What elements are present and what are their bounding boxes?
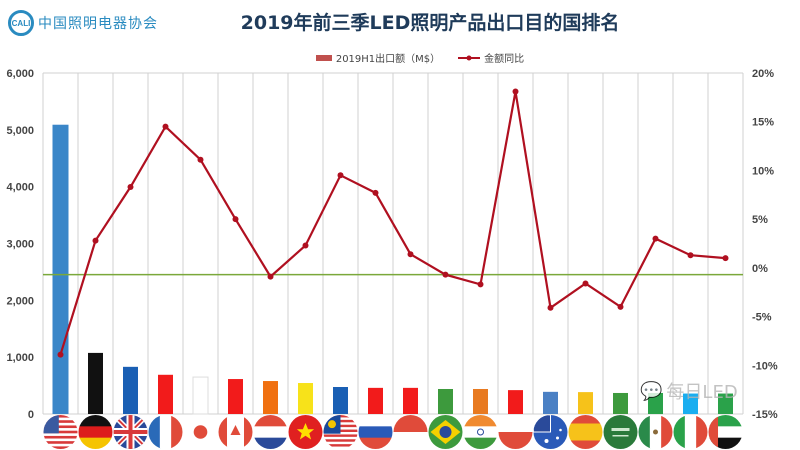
yoy-point [92,237,99,244]
yoy-point [547,304,554,311]
left-tick-label: 6,000 [6,68,34,80]
mexico-flag-icon [638,415,673,449]
germany-flag-icon [78,415,113,449]
yoy-point [162,123,169,130]
australia-flag-icon [533,415,568,449]
bar [228,379,243,414]
yoy-point [617,303,624,310]
yoy-point [372,189,379,196]
bar [52,124,69,415]
saudi-arabia-flag-icon [603,415,638,449]
us-flag-icon [43,415,78,449]
yoy-point [477,281,484,288]
bar [613,392,628,414]
legend: 2019H1出口额（M$） 金额同比 [0,50,800,65]
yoy-point [337,172,344,179]
left-tick-label: 4,000 [6,182,34,194]
right-tick-label: -10% [752,360,778,372]
watermark: 💬 每日LED [640,380,738,404]
left-tick-label: 3,000 [6,239,34,251]
india-flag-icon [463,415,498,449]
right-tick-label: 5% [752,214,768,226]
yoy-point [652,235,659,242]
right-tick-label: 20% [752,68,774,80]
bar [403,387,418,414]
bar [508,390,523,414]
bar [543,391,558,414]
legend-item-bar: 2019H1出口额（M$） [315,50,440,65]
uk-flag-icon [113,415,148,449]
left-tick-label: 0 [28,409,34,421]
bar-swatch [315,54,332,61]
netherlands-flag-icon [253,415,288,449]
right-tick-label: 10% [752,165,774,177]
yoy-line [59,91,726,355]
malaysia-flag-icon [323,415,358,449]
yoy-point [232,216,239,223]
yoy-point [512,88,519,95]
chart-title: 2019年前三季LED照明产品出口目的国排名 [240,12,620,34]
left-tick-label: 5,000 [6,125,34,137]
uae-flag-icon [708,415,743,449]
japan-flag-icon [183,415,218,449]
left-tick-label: 2,000 [6,295,34,307]
logo-mark: CALI [8,10,34,36]
spain-flag-icon [568,415,603,449]
bar [123,366,138,414]
right-tick-label: -5% [752,312,772,324]
vietnam-flag-icon [288,415,323,449]
wechat-icon: 💬 [640,380,663,402]
bar [648,392,663,414]
bar [718,393,733,414]
russia-flag-icon [358,415,393,449]
left-tick-label: 1,000 [6,352,34,364]
bar [683,393,698,414]
bar [158,374,173,414]
yoy-point [582,280,589,287]
line-swatch [458,55,481,60]
bar [263,381,278,414]
bar [473,388,488,414]
yoy-point [57,351,64,358]
bar [438,388,453,414]
bar [368,387,383,414]
logo-text: 中国照明电器协会 [38,16,158,32]
right-tick-label: -15% [752,409,778,421]
bar [192,376,209,415]
bar [298,383,313,414]
italy-flag-icon [673,415,708,449]
france-flag-icon [148,415,183,449]
poland-flag-icon [498,415,533,449]
bar [88,352,103,414]
bar [578,392,593,414]
yoy-point [267,273,274,280]
yoy-point [722,255,729,262]
singapore-flag-icon [393,415,428,449]
right-tick-label: 15% [752,117,774,129]
bar [333,387,348,414]
yoy-point [442,271,449,278]
yoy-point [407,251,414,258]
canada-flag-icon [218,415,253,449]
yoy-point [302,242,309,249]
logo: CALI 中国照明电器协会 [8,10,158,36]
yoy-point [127,183,134,190]
yoy-point [687,252,694,259]
yoy-point [197,156,204,163]
legend-item-line: 金额同比 [458,50,524,65]
brazil-flag-icon [428,415,463,449]
right-tick-label: 0% [752,263,768,275]
